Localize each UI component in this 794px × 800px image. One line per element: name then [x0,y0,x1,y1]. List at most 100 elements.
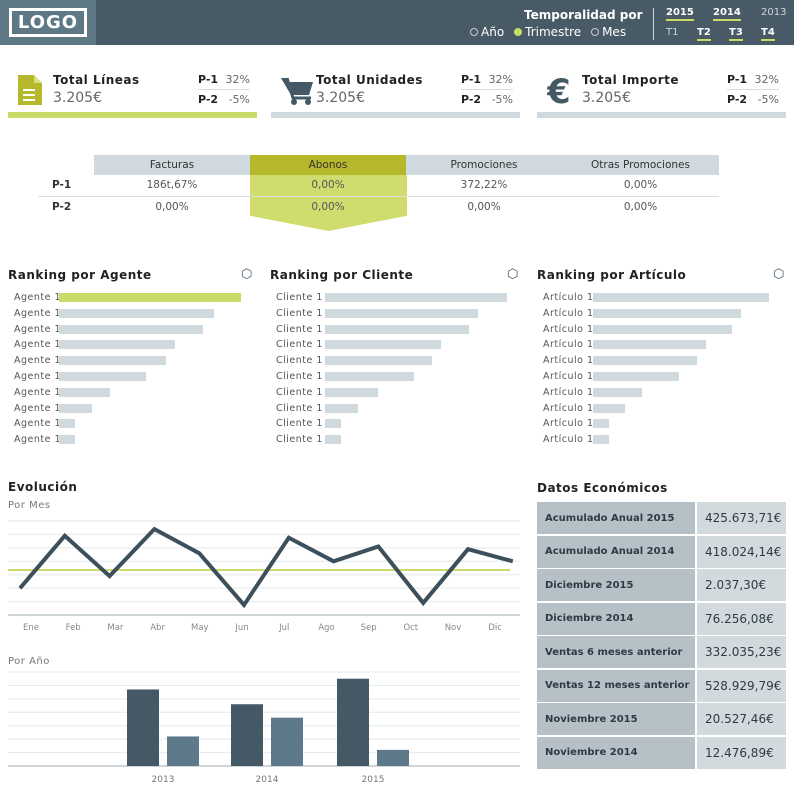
ranking-bar[interactable] [325,340,442,350]
radio-dot [470,28,478,36]
datos-value: 12.476,89€ [697,736,786,769]
ranking-bar[interactable] [325,372,415,381]
ranking-bar[interactable] [325,403,358,413]
col-header: Otras Promociones [562,155,719,175]
datos-row: Acumulado Anual 2014 418.024,14€ [537,535,786,568]
col-header: Promociones [406,155,562,175]
ranking-label: Artículo 1 [543,371,594,382]
p2-value: -5% [228,93,250,106]
ranking-bar[interactable] [325,324,469,334]
datos-value: 332.035,23€ [697,636,786,668]
ranking-bar[interactable] [593,372,680,381]
ranking-bar[interactable] [593,435,609,445]
ranking-bar[interactable] [325,308,478,318]
ranking-bar[interactable] [325,293,507,302]
ranking-bar[interactable] [325,387,378,397]
x-tick-label: Ene [23,623,39,633]
kpi-p2: P-2 -5% [727,93,779,106]
ranking-bar[interactable] [593,419,609,429]
kpi-p2: P-2 -5% [198,93,250,106]
kpi-p1: P-1 32% [727,73,779,90]
radio-anio[interactable]: Año [470,25,504,39]
year-2014[interactable]: 2014 [713,7,741,21]
ranking-bar[interactable] [59,340,176,350]
x-tick-label: 2013 [152,775,175,785]
ranking-bar[interactable] [59,435,76,445]
quarter-t3[interactable]: T3 [729,27,743,41]
radio-mes[interactable]: Mes [591,25,626,39]
kpi-bar [8,112,257,118]
ranking-bar[interactable] [593,403,625,413]
year-2013[interactable]: 2013 [761,7,787,18]
ranking-bar[interactable] [593,387,643,397]
x-tick-label: Oct [403,623,418,633]
ranking-bar[interactable] [593,356,697,366]
cube-icon[interactable]: ⬡ [241,267,253,282]
cell: 0,00% [155,200,189,213]
bar[interactable] [271,717,303,766]
kpi-title: Total Importe [582,73,680,87]
ranking-bar[interactable] [593,293,769,302]
ranking-label: Artículo 1 [543,402,594,414]
por-anio-label: Por Año [8,656,50,667]
p2-label: P-2 [727,93,748,106]
bar[interactable] [337,678,369,766]
ranking-bar[interactable] [59,293,241,302]
ranking-bar[interactable] [59,372,147,381]
x-tick-label: May [191,623,209,633]
ranking-label: Cliente 1 [276,371,323,382]
ranking-label: Agente 1 [14,339,62,351]
datos-title: Datos Económicos [537,481,668,495]
quarter-t1[interactable]: T1 [666,27,679,38]
ranking-label: Agente 1 [14,323,62,335]
kpi-title: Total Líneas [53,73,140,87]
ranking-bar[interactable] [593,340,706,350]
ranking-label: Cliente 1 [276,402,323,414]
ranking-label: Artículo 1 [543,418,594,430]
por-mes-label: Por Mes [8,500,51,511]
cube-icon[interactable]: ⬡ [507,267,519,282]
ranking-label: Agente 1 [14,402,62,414]
col-header: Facturas [94,155,250,175]
ranking-bar[interactable] [59,356,167,366]
ranking-bar[interactable] [325,419,342,429]
radio-trimestre[interactable]: Trimestre [514,25,581,39]
ranking-label: Cliente 1 [276,355,323,367]
row-label: P-1 [52,179,72,192]
datos-row: Ventas 12 meses anterior 528.929,79€ [537,669,786,702]
kpi-value: 3.205€ [582,90,631,106]
ranking-bar[interactable] [59,387,110,397]
datos-row: Diciembre 2015 2.037,30€ [537,569,786,601]
bar[interactable] [167,736,199,766]
ranking-label: Cliente 1 [276,307,323,319]
radio-label: Trimestre [525,25,582,39]
ranking-bar[interactable] [59,324,203,334]
ranking-bar[interactable] [593,324,733,334]
datos-value: 76.256,08€ [697,602,786,635]
x-tick-label: 2014 [256,775,279,785]
datos-value: 528.929,79€ [697,669,786,702]
euro-icon: € [546,72,571,112]
cube-icon[interactable]: ⬡ [773,267,785,282]
x-tick-label: Jun [234,623,248,633]
ranking-bar[interactable] [59,419,76,429]
year-2015[interactable]: 2015 [666,7,694,21]
ranking-bar[interactable] [325,356,433,366]
logo[interactable]: LOGO [9,8,87,37]
ranking-label: Agente 1 [14,307,62,319]
quarter-t2[interactable]: T2 [697,27,711,41]
ranking-title: Ranking por Cliente [270,268,414,282]
table-row: P-1 186t,67% 0,00% 372,22% 0,00% [38,175,719,196]
bar[interactable] [127,689,159,766]
p1-label: P-1 [727,73,748,86]
ranking-label: Cliente 1 [276,386,323,398]
ranking-bar[interactable] [59,403,92,413]
quarter-t4[interactable]: T4 [761,27,775,41]
row-label: P-2 [52,200,72,213]
bar[interactable] [377,749,409,766]
bar[interactable] [231,704,263,766]
ranking-bar[interactable] [325,435,342,445]
ranking-bar[interactable] [593,308,741,318]
cart-icon [281,75,315,109]
ranking-bar[interactable] [59,308,214,318]
